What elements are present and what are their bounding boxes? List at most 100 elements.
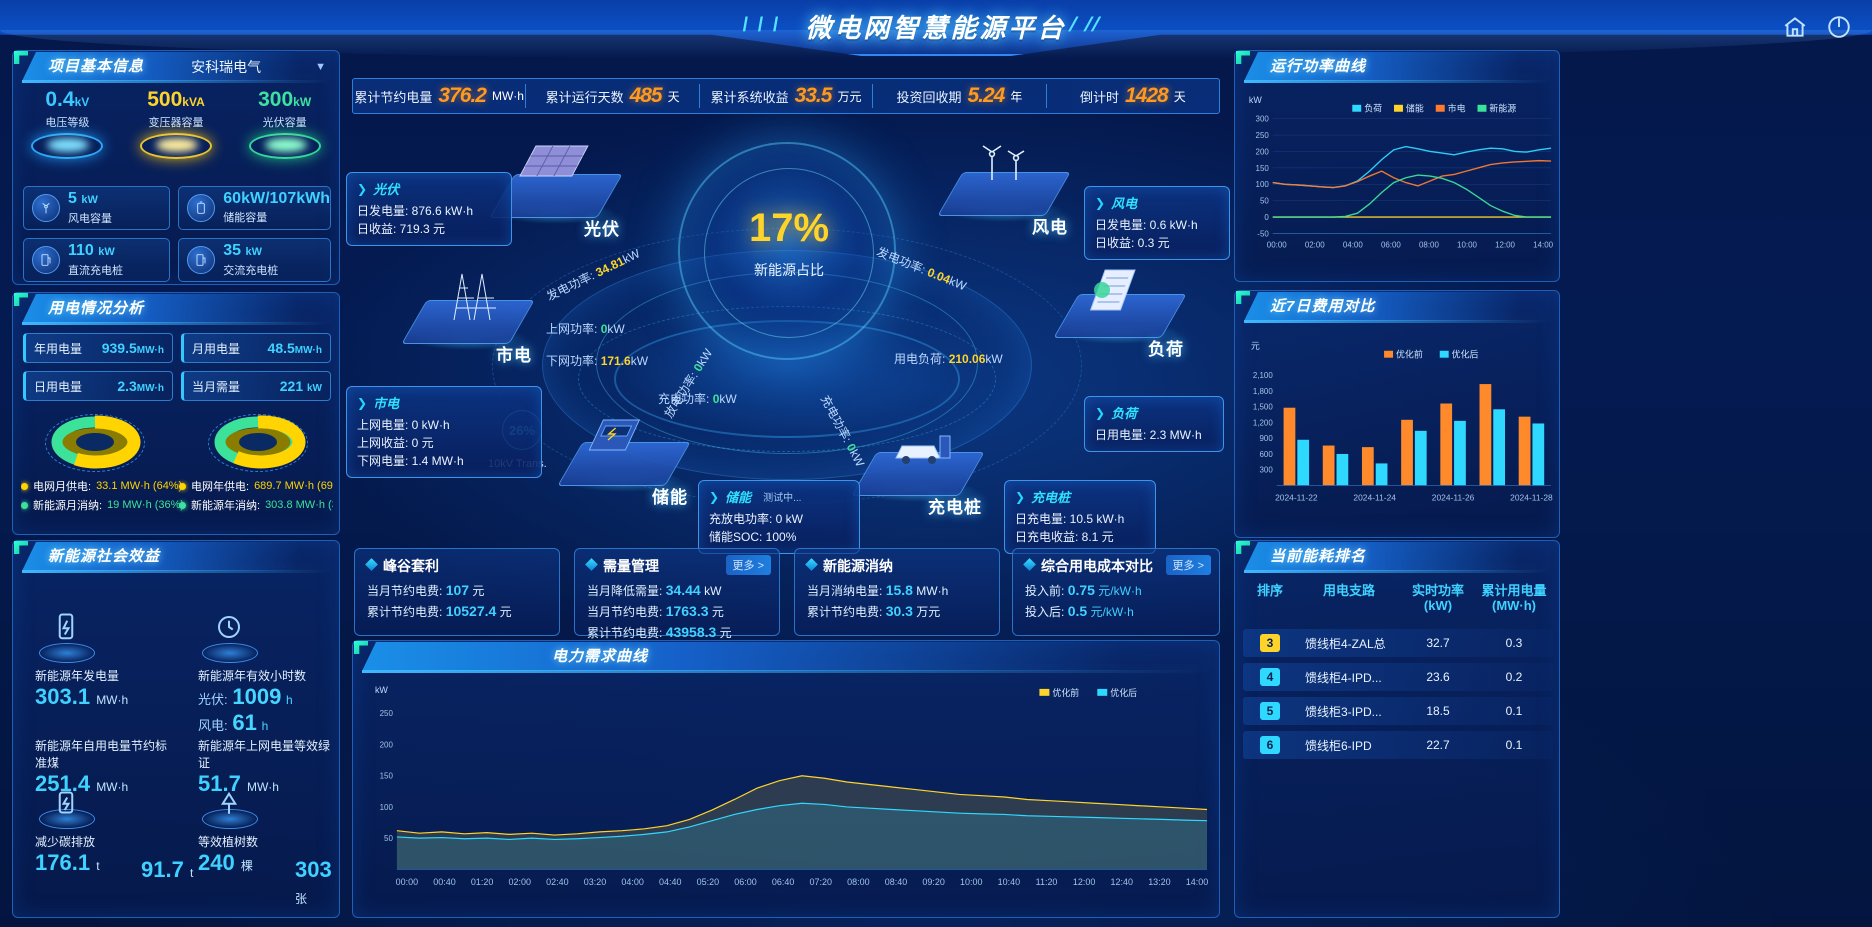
svg-text:50: 50 <box>384 834 393 843</box>
card-key: 累计节约电费: <box>807 605 883 619</box>
card-title: 综合用电成本对比 <box>1013 549 1219 580</box>
project-selector[interactable]: 安科瑞电气 ▼ <box>191 57 326 77</box>
panel-title: 新能源社会效益 <box>48 548 161 565</box>
card-key: 当月节约电费: <box>587 605 663 619</box>
svg-text:1,200: 1,200 <box>1253 418 1273 427</box>
card-value: 1763.3 <box>665 603 709 619</box>
card-unit: 元 <box>499 605 512 619</box>
card-row: 投入后: 0.5 元/kW·h <box>1013 601 1219 622</box>
corner-accent-icon <box>14 51 28 64</box>
kpi-value: 33.5 <box>794 84 833 107</box>
social-sub-unit: h <box>261 719 269 733</box>
node-solar[interactable]: 光伏 <box>489 142 623 239</box>
svg-text:100: 100 <box>380 803 394 812</box>
arrow-right-icon: ❯ <box>357 395 368 410</box>
grid-tower-icon <box>453 273 496 321</box>
infobox-title: 光伏 <box>373 182 400 197</box>
node-grid[interactable]: 市电 <box>401 268 535 365</box>
arrow-right-icon: ❯ <box>357 181 368 196</box>
card-value: 0.5 <box>1067 603 1088 619</box>
solar-panel-icon <box>519 145 589 177</box>
svg-text:04:00: 04:00 <box>621 877 643 887</box>
panel-energy-rank: 当前能耗排名 排序 用电支路 实时功率 (kW) 累计用电量 (MW·h) 3 馈线柜… <box>1234 540 1560 918</box>
kpi-value: 376.2 <box>438 84 487 107</box>
svg-text:04:40: 04:40 <box>659 877 681 887</box>
table-row[interactable]: 3 馈线柜4-ZAL总 32.7 0.3 <box>1243 629 1553 657</box>
table-row[interactable]: 5 馈线柜3-IPD... 18.5 0.1 <box>1243 697 1553 725</box>
energy-flow-diagram: 17% 新能源占比 光伏 风电 市电 负荷 储能 充电桩 <box>346 120 1226 540</box>
table-row[interactable]: 4 馈线柜4-IPD... 23.6 0.2 <box>1243 663 1553 691</box>
donut-yearly <box>203 408 313 478</box>
chevron-down-icon[interactable]: ▼ <box>315 61 326 73</box>
demand-chart: kW 50 100 150 200 250 优化前 优化后 00:00 00:40 01:20 02:… <box>353 675 1219 917</box>
legend-value: 303.8 MW·h (31%) <box>265 499 333 511</box>
infobox-row: 日用电量: 2.3 MW·h <box>1095 428 1202 442</box>
social-item-tree-equiv: 等效植树数 240 棵 <box>176 789 339 879</box>
social-extra-value-cert: 303 张 <box>295 857 339 909</box>
card-unit: kW <box>704 584 722 598</box>
card-row: 当月降低需量: 34.44 kW <box>575 580 779 601</box>
flow-key: 上网功率: <box>546 322 598 336</box>
social-extra-value-coal: 91.7 t <box>141 857 193 883</box>
node-wind[interactable]: 风电 <box>937 140 1071 237</box>
social-sub-value: 1009 <box>232 684 282 709</box>
node-storage[interactable]: 储能 <box>557 410 691 507</box>
header-actions <box>1782 14 1852 45</box>
legend-dot-icon <box>179 482 186 490</box>
title-bar <box>22 542 330 571</box>
svg-text:优化后: 优化后 <box>1110 687 1137 698</box>
arrow-right-icon: ❯ <box>1015 489 1026 504</box>
node-load[interactable]: 负荷 <box>1053 262 1187 359</box>
svg-text:07:20: 07:20 <box>810 877 832 887</box>
svg-text:优化前: 优化前 <box>1052 687 1079 698</box>
svg-text:02:00: 02:00 <box>509 877 531 887</box>
kpi-value: 5.24 <box>967 84 1005 107</box>
social-item-coal-saved: 新能源年自用电量节约标准煤 251.4 MW·h <box>13 737 176 800</box>
svg-text:250: 250 <box>380 709 394 718</box>
svg-text:02:40: 02:40 <box>546 877 568 887</box>
social-label: 等效植树数 <box>198 835 259 849</box>
svg-text:2,100: 2,100 <box>1253 371 1273 380</box>
usage-unit: MW·h <box>136 383 164 394</box>
infobox-title: 负荷 <box>1111 406 1138 421</box>
home-icon[interactable] <box>1782 14 1808 45</box>
svg-text:2024-11-26: 2024-11-26 <box>1432 492 1475 502</box>
legend-key: 电网月供电: <box>33 481 92 493</box>
legend-dot-icon <box>21 501 28 509</box>
battery-charge-icon <box>35 611 99 663</box>
cap-storage: 60kW/107kWh 储能容量 <box>178 186 331 230</box>
panel-title: 用电情况分析 <box>48 300 145 317</box>
more-button[interactable]: 更多 > <box>1165 555 1211 575</box>
corner-accent-icon <box>1236 291 1250 304</box>
usage-value: 2.3 <box>117 378 137 394</box>
card-unit: 元/kW·h <box>1098 584 1142 598</box>
title-underline <box>362 670 1210 673</box>
tree2-icon <box>198 789 262 829</box>
legend-value: 33.1 MW·h (64%) <box>96 480 183 492</box>
infobox-row: 储能SOC: 100% <box>709 530 797 544</box>
infobox-ev: ❯ 充电桩 日充电量: 10.5 kW·h 日充电收益: 8.1 元 <box>1004 480 1156 554</box>
node-ev-charger[interactable]: 充电桩 <box>851 420 985 517</box>
social-unit: MW·h <box>96 693 129 707</box>
panel-cost-compare: 近7日费用对比 元 300 600 900 1,200 1,500 1,800 2,100 优化… <box>1234 290 1560 538</box>
rank-branch-name: 馈线柜4-IPD... <box>1305 670 1382 685</box>
flow-label-export: 上网功率: 0kW <box>546 320 625 337</box>
svg-text:kW: kW <box>1249 95 1262 105</box>
power-icon[interactable] <box>1826 14 1852 45</box>
legend-value: 19 MW·h (36%) <box>107 499 185 511</box>
svg-text:新能源: 新能源 <box>1489 103 1516 114</box>
svg-text:10:00: 10:00 <box>1457 240 1477 249</box>
usage-cell: 年用电量 939.5MW·h <box>23 333 173 363</box>
more-button[interactable]: 更多 > <box>725 555 771 575</box>
panel-title: 近7日费用对比 <box>1270 298 1376 315</box>
table-row[interactable]: 6 馈线柜6-IPD 22.7 0.1 <box>1243 731 1553 759</box>
title-bar <box>1244 292 1550 321</box>
usage-unit: MW·h <box>294 345 322 356</box>
social-value2: 303 <box>295 857 332 882</box>
svg-text:优化后: 优化后 <box>1452 349 1479 360</box>
social-item-effective-hours: 新能源年有效小时数 光伏: 1009 h 风电: 61 h <box>176 611 339 736</box>
charger-icon <box>32 246 60 274</box>
clock-icon <box>198 611 262 663</box>
social-unit2: t <box>189 866 194 880</box>
